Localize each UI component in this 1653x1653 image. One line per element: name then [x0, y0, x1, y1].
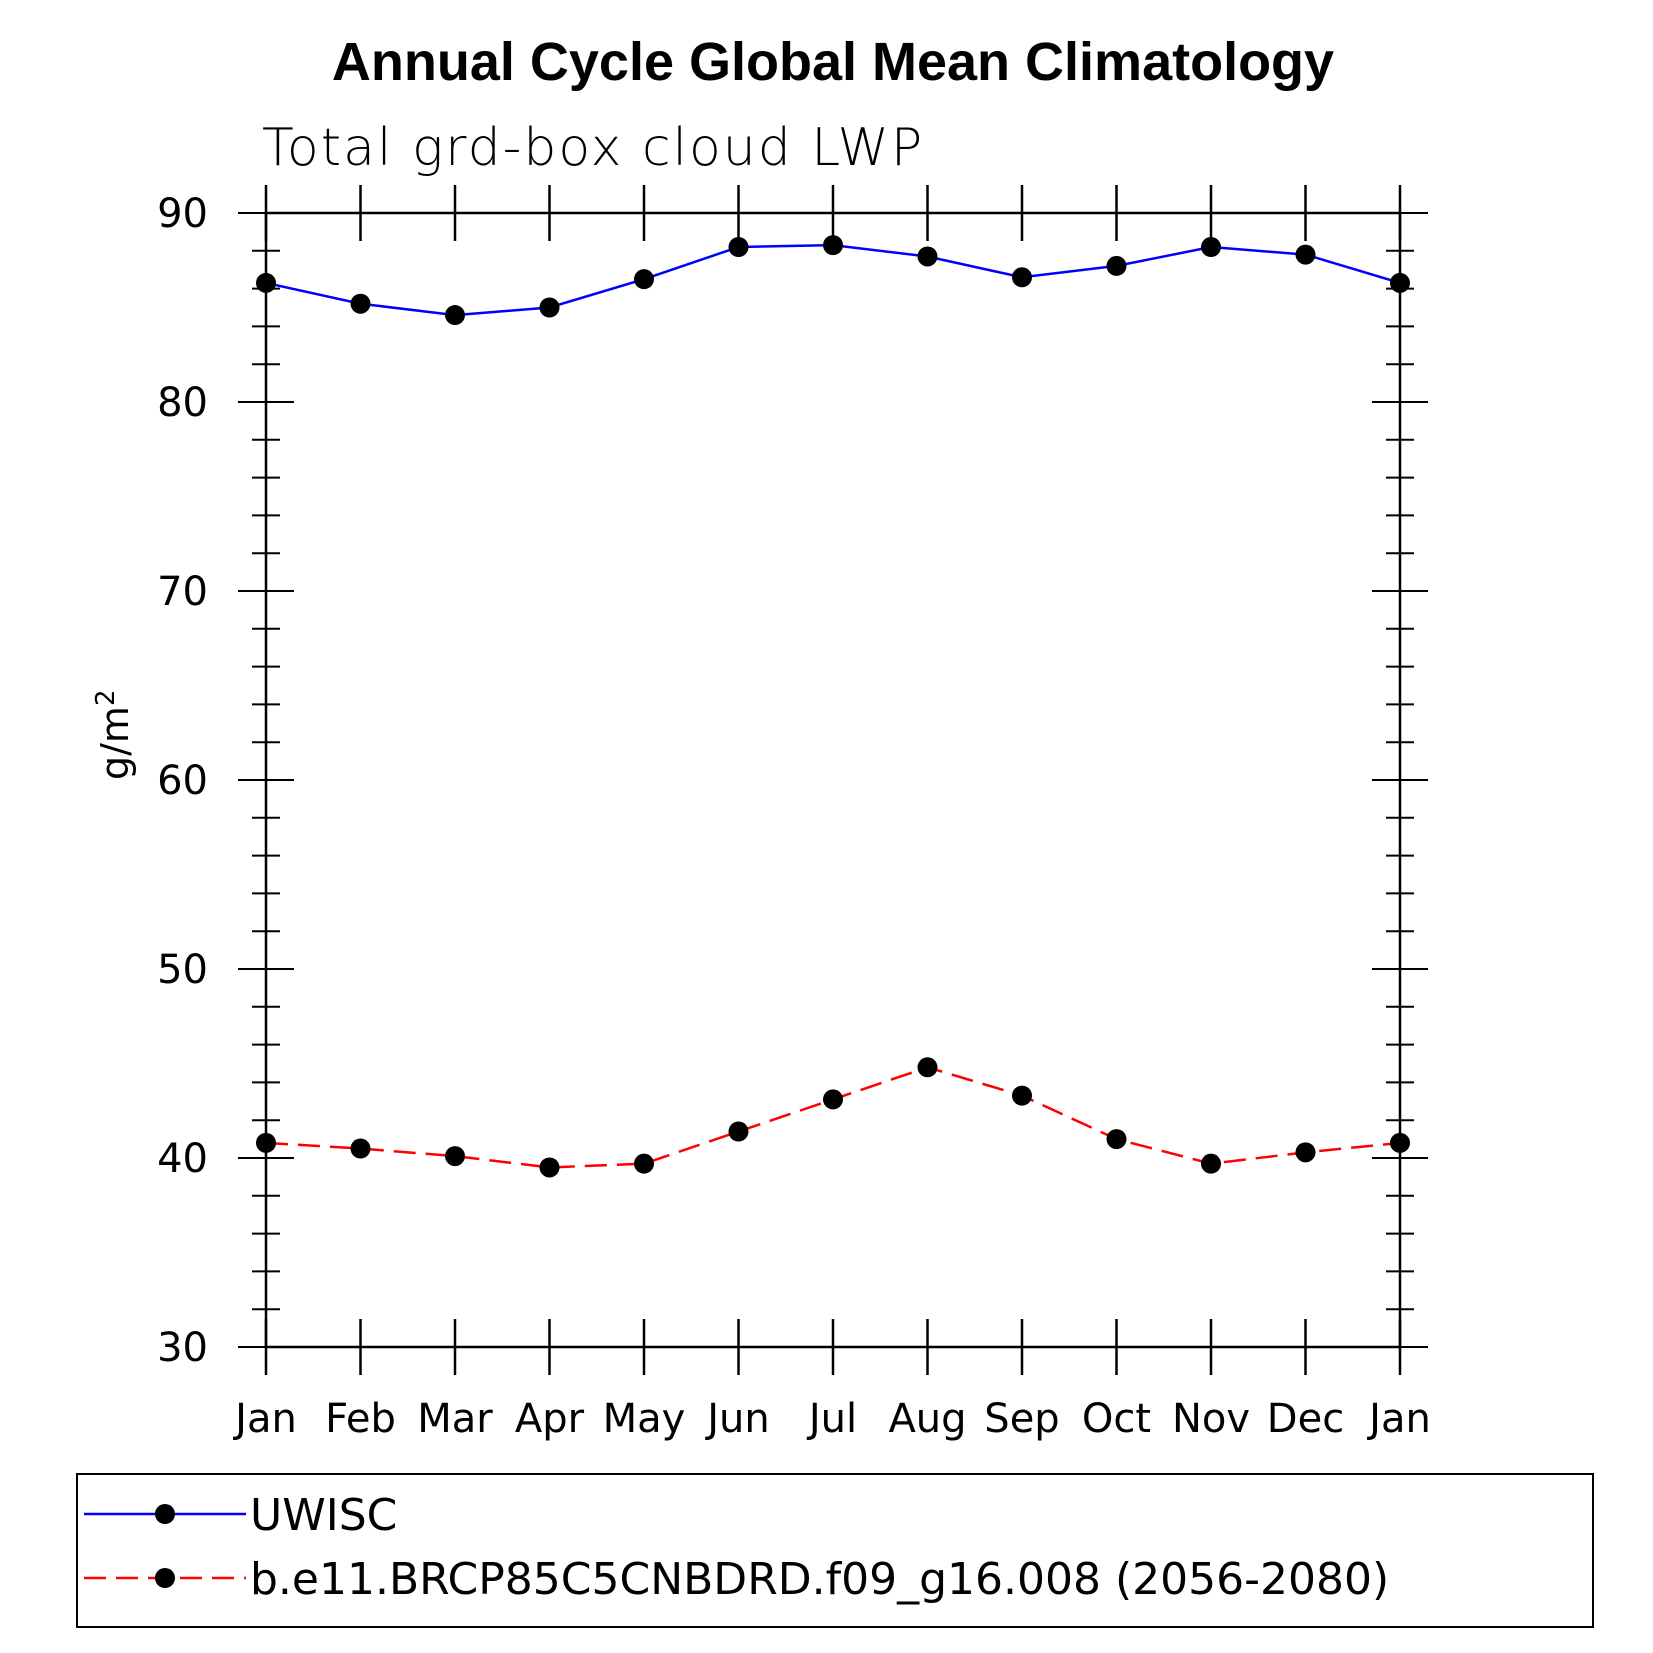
- data-point: [1390, 1132, 1410, 1153]
- series-line: [265, 1065, 1401, 1169]
- x-axis-tick-labels: Jan Feb Mar Apr May Jun Jul Aug Sep Oct Nov Dec Jan: [232, 1396, 1431, 1442]
- data-point: [539, 297, 560, 318]
- y-tick-label: 40: [157, 1136, 208, 1182]
- data-point: [1201, 1153, 1221, 1174]
- series-group: [256, 235, 1410, 1178]
- y-tick-label: 60: [157, 758, 208, 804]
- legend: UWISC b.e11.BRCP85C5CNBDRD.f09_g16.008 (2…: [84, 1490, 1389, 1605]
- x-tick-label: Mar: [417, 1396, 493, 1442]
- data-point: [350, 293, 371, 314]
- chart-title: Annual Cycle Global Mean Climatology: [332, 32, 1334, 92]
- data-point: [539, 1157, 560, 1178]
- x-tick-label: Feb: [325, 1396, 396, 1442]
- data-point: [445, 1146, 465, 1167]
- y-tick-label: 90: [157, 191, 208, 237]
- data-point: [445, 305, 465, 326]
- data-point: [634, 269, 654, 290]
- data-point: [823, 1089, 843, 1110]
- data-point: [1390, 272, 1410, 293]
- y-tick-label: 70: [157, 569, 208, 615]
- data-point: [256, 1132, 276, 1153]
- legend-marker: [155, 1504, 175, 1524]
- x-tick-label: Jan: [232, 1396, 297, 1442]
- data-point: [917, 246, 938, 267]
- data-point: [1012, 1085, 1032, 1106]
- series-line: [265, 243, 1401, 317]
- legend-label: b.e11.BRCP85C5CNBDRD.f09_g16.008 (2056-2…: [250, 1554, 1389, 1605]
- chart-subtitle: Total grd-box cloud LWP: [262, 118, 924, 178]
- data-point: [823, 235, 843, 256]
- data-point: [350, 1138, 371, 1159]
- data-point: [1295, 1142, 1316, 1163]
- data-point: [728, 237, 749, 258]
- x-tick-label: Jun: [704, 1396, 770, 1442]
- plot-frame: [264, 211, 1402, 1349]
- axis-ticks: [238, 185, 1428, 1375]
- data-point: [256, 272, 276, 293]
- data-point: [1201, 237, 1221, 258]
- data-point: [1295, 244, 1316, 265]
- data-point: [1012, 267, 1032, 288]
- data-point: [1106, 1129, 1127, 1150]
- x-tick-label: Sep: [984, 1396, 1059, 1442]
- legend-label: UWISC: [250, 1490, 397, 1541]
- y-axis-tick-labels: 30 40 50 60 70 80 90: [157, 191, 208, 1371]
- data-point: [1106, 255, 1127, 276]
- y-tick-label: 50: [157, 947, 208, 993]
- x-tick-label: Apr: [515, 1396, 585, 1442]
- legend-box: [76, 1473, 1594, 1628]
- x-tick-label: Jul: [806, 1396, 857, 1442]
- x-tick-label: Dec: [1267, 1396, 1344, 1442]
- y-axis-label-text: g/m: [93, 706, 137, 780]
- x-tick-label: Aug: [888, 1396, 966, 1442]
- data-point: [917, 1057, 938, 1078]
- y-tick-label: 30: [157, 1325, 208, 1371]
- y-axis-label-superscript: 2: [91, 690, 121, 707]
- x-tick-label: Jan: [1366, 1396, 1431, 1442]
- y-axis-label: g/m2: [91, 690, 137, 781]
- data-point: [728, 1121, 749, 1142]
- x-tick-label: Nov: [1172, 1396, 1250, 1442]
- y-tick-label: 80: [157, 380, 208, 426]
- x-tick-label: Oct: [1082, 1396, 1151, 1442]
- legend-marker: [155, 1568, 175, 1588]
- data-point: [634, 1153, 654, 1174]
- x-tick-label: May: [603, 1396, 686, 1442]
